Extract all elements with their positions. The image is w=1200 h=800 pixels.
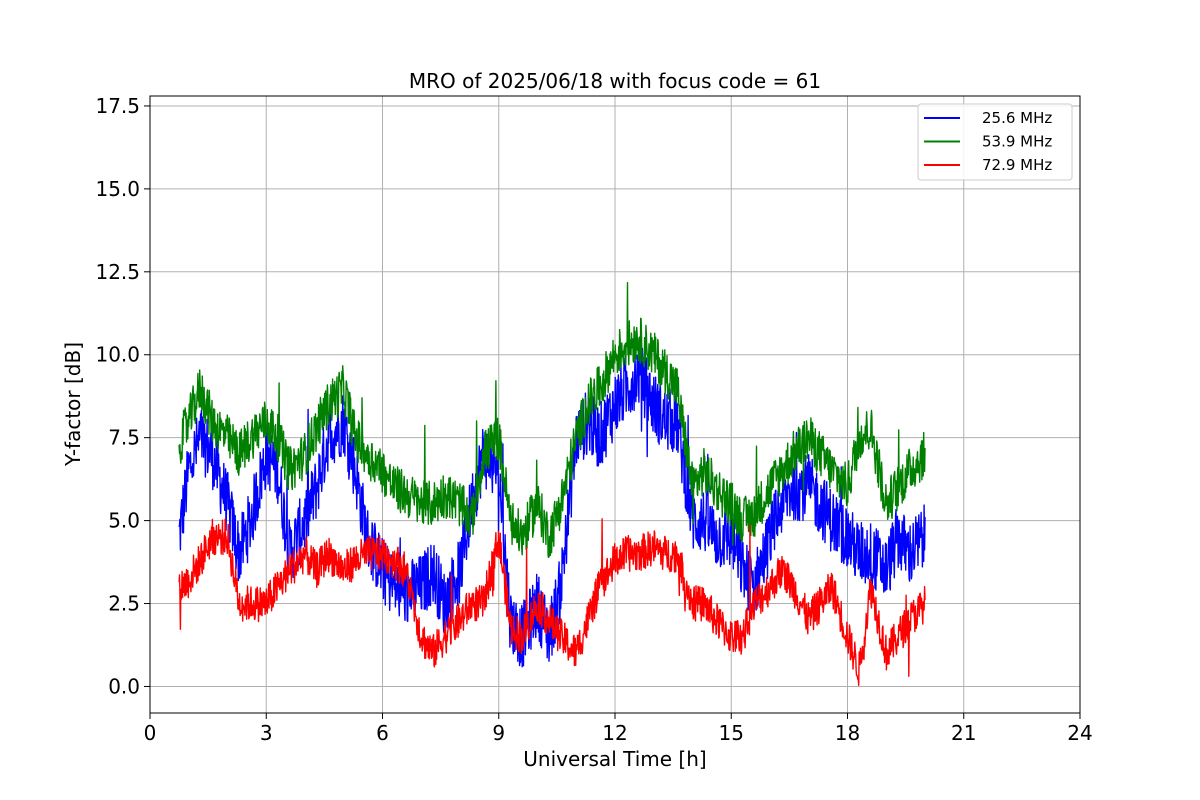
plot-area: [178, 282, 926, 686]
legend-label: 72.9 MHz: [982, 156, 1052, 174]
y-tick-label: 12.5: [95, 260, 140, 284]
y-axis: 0.0 2.5 5.0 7.5 10.0 12.5 15.0 17.5: [95, 94, 150, 698]
x-tick-label: 3: [260, 721, 273, 745]
x-tick-label: 18: [835, 721, 860, 745]
x-axis-label: Universal Time [h]: [523, 747, 706, 771]
y-tick-label: 2.5: [108, 592, 140, 616]
y-tick-label: 17.5: [95, 94, 140, 118]
y-axis-label: Y-factor [dB]: [61, 342, 85, 467]
x-tick-label: 9: [492, 721, 505, 745]
y-tick-label: 10.0: [95, 343, 140, 367]
x-tick-label: 15: [719, 721, 744, 745]
chart-title: MRO of 2025/06/18 with focus code = 61: [409, 69, 821, 93]
legend-label: 53.9 MHz: [982, 133, 1052, 151]
x-tick-label: 21: [951, 721, 976, 745]
legend-box: [917, 103, 1073, 181]
y-tick-label: 7.5: [108, 426, 140, 450]
y-tick-label: 0.0: [108, 674, 140, 698]
x-tick-label: 0: [144, 721, 157, 745]
series-line: [178, 282, 926, 558]
series-line: [178, 518, 926, 686]
x-tick-label: 6: [376, 721, 389, 745]
y-tick-label: 15.0: [95, 177, 140, 201]
series-line: [178, 343, 926, 668]
y-tick-label: 5.0: [108, 509, 140, 533]
x-axis: 0 3 6 9 12 15 18 21 24: [144, 713, 1093, 745]
x-tick-label: 12: [602, 721, 627, 745]
legend-label: 25.6 MHz: [982, 109, 1052, 127]
x-tick-label: 24: [1067, 721, 1092, 745]
legend: 25.6 MHz 53.9 MHz 72.9 MHz: [917, 103, 1073, 181]
